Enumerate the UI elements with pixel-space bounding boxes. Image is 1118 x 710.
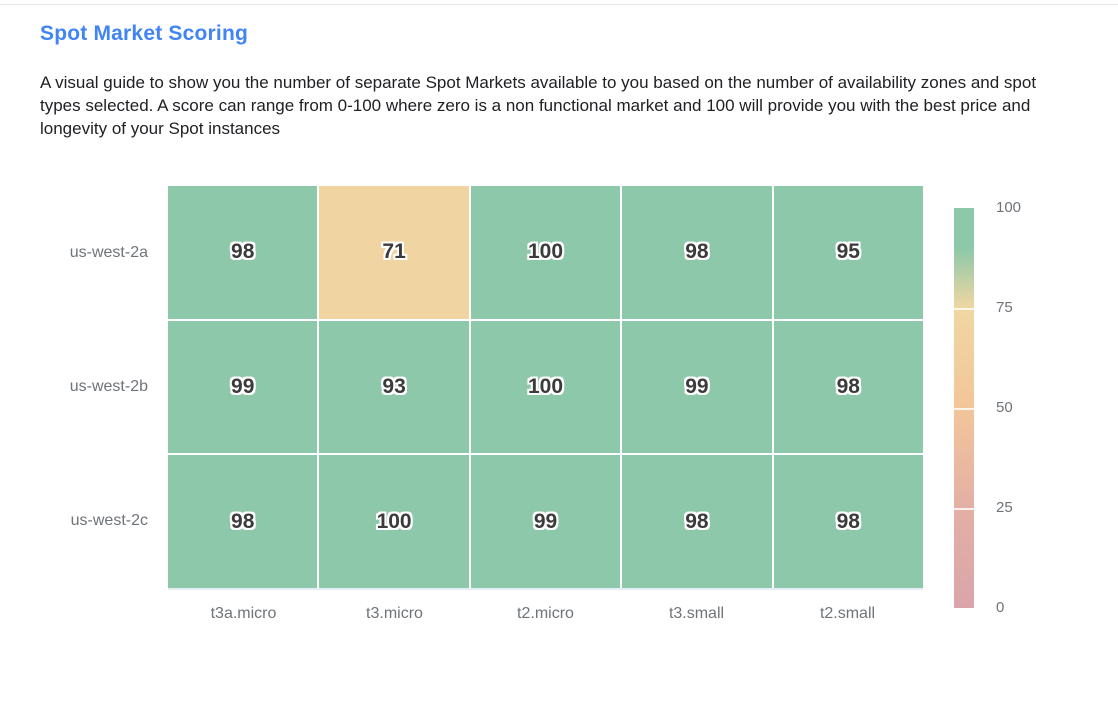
- y-axis-label-us-west-2a: us-west-2a: [69, 244, 148, 261]
- legend-tick-label-0: 0: [996, 599, 1005, 616]
- legend-split-line: [954, 408, 974, 410]
- x-axis-label-t3.micro: t3.micro: [366, 605, 423, 622]
- color-legend-tick-labels: 100 75 50 25 0: [996, 199, 1056, 616]
- heatmap-cell-value: 99: [231, 374, 255, 398]
- heatmap-cell-value: 95: [836, 240, 860, 264]
- legend-tick-label-50: 50: [996, 399, 1013, 416]
- x-axis-label-t3.small: t3.small: [668, 605, 725, 622]
- heatmap-cell-us-west-2b-t3a.micro[interactable]: 99: [168, 320, 318, 454]
- heatmap-cell-us-west-2b-t3.small[interactable]: 99: [622, 320, 772, 454]
- heatmap-grid: 98 71 100 98 95 99 93 100 99 98 98 100 99 98 98: [168, 186, 923, 588]
- heatmap-cell-us-west-2c-t2.micro[interactable]: 99: [470, 455, 621, 588]
- x-axis-labels: t3a.micro t3.micro t2.micro t3.small t2.smal…: [168, 605, 923, 627]
- legend-split-line: [954, 508, 974, 510]
- heatmap-cell-value: 71: [382, 240, 406, 264]
- heatmap-cell-us-west-2a-t3.micro[interactable]: 71: [319, 186, 469, 319]
- card-top-divider: [0, 4, 1118, 5]
- heatmap-cell-us-west-2c-t3.small[interactable]: 98: [622, 455, 772, 588]
- legend-tick-label-25: 25: [996, 499, 1013, 516]
- heatmap-cell-value: 93: [382, 374, 406, 398]
- color-legend-bar: [954, 208, 974, 608]
- description-text: A visual guide to show you the number of…: [40, 73, 1037, 138]
- heatmap-cell-us-west-2a-t2.micro[interactable]: 100: [470, 186, 621, 319]
- heatmap-cell-value: 99: [533, 509, 558, 533]
- heatmap-cell-us-west-2a-t3a.micro[interactable]: 98: [168, 186, 318, 319]
- legend-tick-label-100: 100: [996, 199, 1022, 216]
- y-axis-labels: us-west-2a us-west-2b us-west-2c: [40, 186, 148, 588]
- heatmap-cell-value: 99: [685, 374, 709, 398]
- heatmap-cell-value: 98: [836, 509, 860, 533]
- page-title: Spot Market Scoring: [40, 22, 248, 45]
- heatmap-cell-value: 100: [376, 509, 412, 533]
- heatmap-cell-us-west-2a-t3.small[interactable]: 98: [622, 186, 772, 319]
- heatmap-cell-us-west-2b-t2.small[interactable]: 98: [773, 320, 923, 454]
- x-axis-label-t2.small: t2.small: [819, 605, 876, 622]
- heatmap-cell-us-west-2b-t2.micro[interactable]: 100: [470, 320, 621, 454]
- heatmap-cell-value: 98: [231, 509, 255, 533]
- heatmap-cell-value: 98: [836, 374, 860, 398]
- heatmap-cell-us-west-2c-t3.micro[interactable]: 100: [319, 455, 469, 588]
- heatmap-cell-value: 98: [231, 240, 255, 264]
- heatmap-cell-value: 100: [527, 240, 564, 264]
- x-axis-label-t2.micro: t2.micro: [517, 605, 574, 622]
- x-axis-label-t3a.micro: t3a.micro: [210, 605, 277, 622]
- heatmap-cell-value: 98: [685, 509, 709, 533]
- legend-tick-label-75: 75: [996, 299, 1013, 316]
- heatmap-cell-us-west-2c-t2.small[interactable]: 98: [773, 455, 923, 588]
- heatmap-cell-us-west-2b-t3.micro[interactable]: 93: [319, 320, 469, 454]
- heatmap-cell-value: 98: [685, 240, 709, 264]
- legend-split-line: [954, 308, 974, 310]
- heatmap-cell-us-west-2a-t2.small[interactable]: 95: [773, 186, 923, 319]
- y-axis-label-us-west-2c: us-west-2c: [70, 512, 148, 529]
- y-axis-label-us-west-2b: us-west-2b: [69, 378, 148, 395]
- heatmap-cell-us-west-2c-t3a.micro[interactable]: 98: [168, 455, 318, 588]
- heatmap-cell-value: 100: [527, 374, 564, 398]
